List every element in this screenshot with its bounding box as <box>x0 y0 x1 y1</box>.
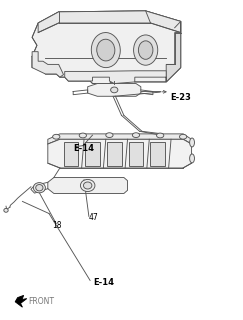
Ellipse shape <box>83 182 92 189</box>
Polygon shape <box>15 295 27 307</box>
Ellipse shape <box>80 180 95 192</box>
Polygon shape <box>48 178 128 194</box>
Text: 47: 47 <box>89 213 99 222</box>
Polygon shape <box>65 71 166 84</box>
Ellipse shape <box>36 185 43 191</box>
Polygon shape <box>129 141 143 166</box>
Ellipse shape <box>190 154 194 163</box>
Ellipse shape <box>139 41 153 59</box>
Ellipse shape <box>134 35 158 65</box>
Ellipse shape <box>106 133 113 138</box>
Polygon shape <box>107 141 122 166</box>
Ellipse shape <box>79 133 87 138</box>
Polygon shape <box>32 52 63 77</box>
Text: 18: 18 <box>53 221 62 230</box>
Ellipse shape <box>111 87 118 93</box>
Text: FRONT: FRONT <box>28 297 54 306</box>
Text: E-14: E-14 <box>73 144 94 153</box>
Polygon shape <box>48 134 191 144</box>
Polygon shape <box>166 21 181 82</box>
Ellipse shape <box>33 183 45 193</box>
Ellipse shape <box>91 33 120 68</box>
Text: E-14: E-14 <box>94 278 115 287</box>
Polygon shape <box>88 84 141 96</box>
Ellipse shape <box>156 133 164 138</box>
Polygon shape <box>32 11 181 84</box>
Ellipse shape <box>190 138 194 147</box>
Polygon shape <box>85 141 100 166</box>
Polygon shape <box>38 11 181 33</box>
Ellipse shape <box>53 134 60 139</box>
Ellipse shape <box>180 134 187 139</box>
Ellipse shape <box>4 208 8 212</box>
Text: E-23: E-23 <box>170 93 191 102</box>
Ellipse shape <box>132 133 140 138</box>
Ellipse shape <box>97 39 115 61</box>
Polygon shape <box>63 141 78 166</box>
Polygon shape <box>150 141 165 166</box>
Polygon shape <box>48 139 191 168</box>
